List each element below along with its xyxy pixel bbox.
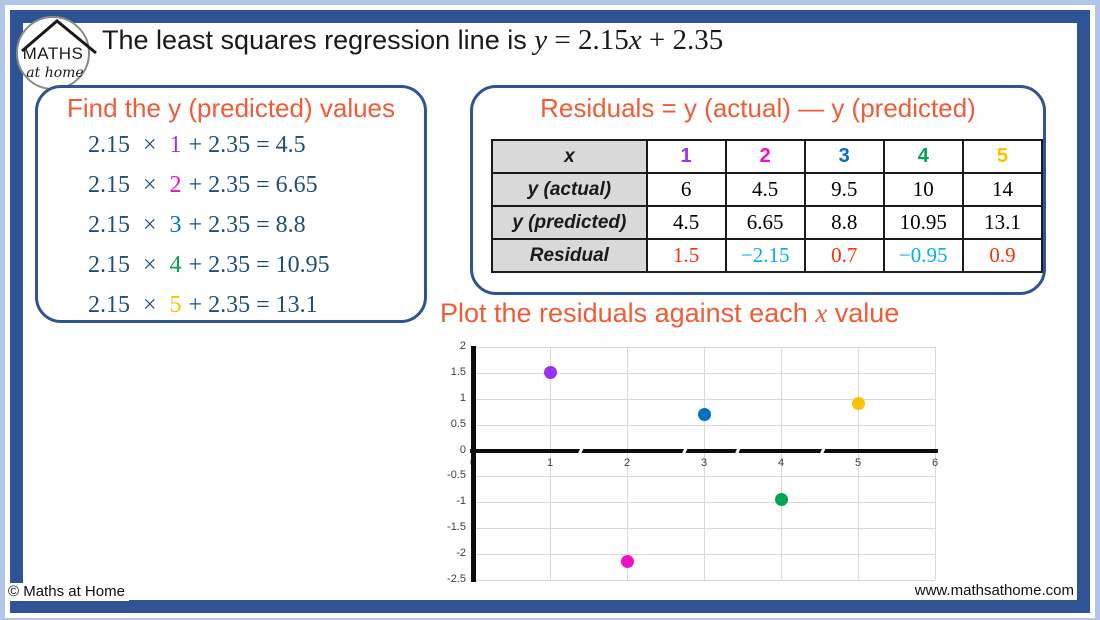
regression-equation: y = 2.15x + 2.35 xyxy=(534,24,724,56)
grid-line-vertical xyxy=(627,347,628,580)
residual-scatter-plot: 21.510.50-0.5-1-1.5-2-2.50123456 xyxy=(447,340,938,585)
table-cell: 1 xyxy=(645,139,727,174)
residuals-box: Residuals = y (actual) — y (predicted) x… xyxy=(470,85,1046,295)
x-axis-tick-label: 3 xyxy=(700,456,708,469)
y-axis-tick-label: -0.5 xyxy=(447,469,466,482)
table-cell: 10.95 xyxy=(882,205,964,240)
equation-row: 2.15 × 3 + 2.35 = 8.8 xyxy=(88,212,306,238)
equation-row: 2.15 × 2 + 2.35 = 6.65 xyxy=(88,172,318,198)
y-axis-tick-label: 0.5 xyxy=(450,417,466,430)
roof-icon xyxy=(21,19,97,55)
x-axis-tick-label: 5 xyxy=(854,456,862,469)
table-row-x: x 1 2 3 4 5 xyxy=(491,139,1043,174)
maths-at-home-logo: MATHS at home xyxy=(16,16,97,90)
row-label-y-actual: y (actual) xyxy=(491,172,648,207)
y-axis-tick-label: 1 xyxy=(459,391,466,404)
table-cell: 2 xyxy=(724,139,806,174)
x-axis-tick-label: 4 xyxy=(777,456,785,469)
equation-row: 2.15 × 4 + 2.35 = 10.95 xyxy=(88,252,330,278)
equation-list: 2.15 × 1 + 2.35 = 4.5 2.15 × 2 + 2.35 = 6.65 2… xyxy=(38,125,424,320)
predicted-values-heading: Find the y (predicted) values xyxy=(66,93,396,123)
grid-line-vertical xyxy=(935,347,936,580)
table-cell: 0.7 xyxy=(803,238,885,273)
title-text: The least squares regression line is xyxy=(102,25,527,55)
table-row-residual: Residual 1.5 −2.15 0.7 −0.95 0.9 xyxy=(491,238,1043,273)
copyright-text: © Maths at Home xyxy=(8,583,129,601)
y-axis-line xyxy=(471,346,476,582)
table-cell: 6.65 xyxy=(724,205,806,240)
table-cell: 9.5 xyxy=(803,172,885,207)
table-cell: 10 xyxy=(882,172,964,207)
logo-text-maths: MATHS xyxy=(23,44,84,63)
data-point xyxy=(697,407,711,421)
y-axis-tick-label: -2.5 xyxy=(447,573,466,585)
grid-line-horizontal xyxy=(473,580,935,581)
data-point xyxy=(851,397,865,411)
row-label-residual: Residual xyxy=(491,238,648,273)
website-url: www.mathsathome.com xyxy=(914,582,1074,599)
table-cell: 5 xyxy=(961,139,1043,174)
chart-title: Plot the residuals against each x value xyxy=(440,298,900,328)
y-axis-tick-label: -2 xyxy=(456,547,466,560)
logo-text-at-home: at home xyxy=(26,65,83,81)
table-cell: 6 xyxy=(645,172,727,207)
table-cell: 13.1 xyxy=(961,205,1043,240)
page-title: The least squares regression line is y =… xyxy=(102,24,723,57)
data-point xyxy=(774,493,788,507)
table-row-y-actual: y (actual) 6 4.5 9.5 10 14 xyxy=(491,172,1043,207)
row-label-x: x xyxy=(491,139,648,174)
grid-line-vertical xyxy=(704,347,705,580)
y-axis-tick-label: -1.5 xyxy=(447,521,466,534)
grid-line-vertical xyxy=(781,347,782,580)
y-axis-tick-label: 0 xyxy=(459,443,466,456)
table-cell: 8.8 xyxy=(803,205,885,240)
x-axis-tick-label: 6 xyxy=(931,456,939,469)
equation-row: 2.15 × 1 + 2.35 = 4.5 xyxy=(88,132,306,158)
y-axis-tick-label: -1 xyxy=(456,495,466,508)
predicted-values-box: Find the y (predicted) values 2.15 × 1 + 2.… xyxy=(35,85,427,323)
table-cell: 4.5 xyxy=(724,172,806,207)
table-cell: −0.95 xyxy=(882,238,964,273)
table-cell: −2.15 xyxy=(724,238,806,273)
y-axis-tick-label: 2 xyxy=(459,340,466,352)
grid-line-vertical xyxy=(550,347,551,580)
residuals-table: x 1 2 3 4 5 y (actual) 6 4.5 9.5 10 14 y… xyxy=(491,139,1043,273)
grid-line-vertical xyxy=(858,347,859,580)
data-point xyxy=(543,366,557,380)
residuals-heading: Residuals = y (actual) — y (predicted) xyxy=(540,93,976,123)
x-axis-line xyxy=(470,448,938,453)
x-axis-tick-label: 1 xyxy=(546,456,554,469)
table-row-y-predicted: y (predicted) 4.5 6.65 8.8 10.95 13.1 xyxy=(491,205,1043,240)
table-cell: 4.5 xyxy=(645,205,727,240)
table-cell: 14 xyxy=(961,172,1043,207)
table-cell: 1.5 xyxy=(645,238,727,273)
x-axis-tick-label: 2 xyxy=(623,456,631,469)
table-cell: 0.9 xyxy=(961,238,1043,273)
row-label-y-predicted: y (predicted) xyxy=(491,205,648,240)
table-cell: 4 xyxy=(882,139,964,174)
data-point xyxy=(620,555,634,569)
y-axis-tick-label: 1.5 xyxy=(450,365,466,378)
equation-row: 2.15 × 5 + 2.35 = 13.1 xyxy=(88,292,318,318)
table-cell: 3 xyxy=(803,139,885,174)
